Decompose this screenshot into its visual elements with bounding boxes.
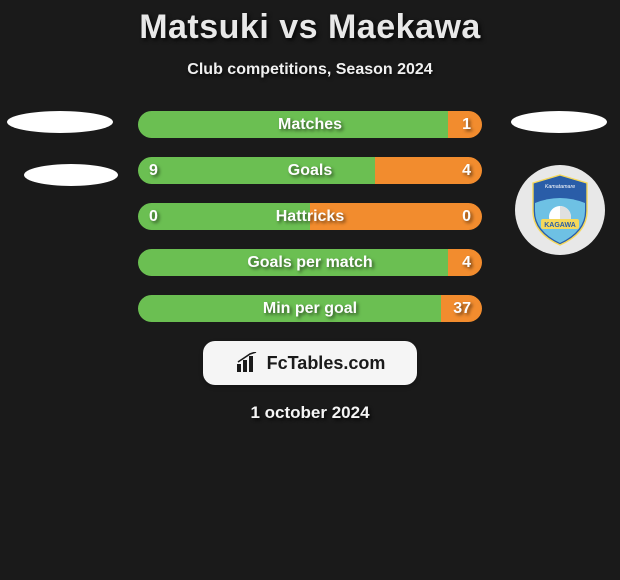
player-left-avatar-placeholder-1 bbox=[7, 111, 113, 133]
stats-area: KAGAWA Kamatamare Matches1 9Goals4 0Hattri… bbox=[0, 111, 620, 322]
svg-text:KAGAWA: KAGAWA bbox=[544, 222, 576, 229]
fctables-logo: FcTables.com bbox=[203, 341, 417, 385]
stat-rows: Matches1 9Goals4 0Hattricks0 Goals per matc… bbox=[138, 111, 482, 322]
bar-left bbox=[138, 249, 448, 276]
stat-row: 9Goals4 bbox=[138, 157, 482, 184]
bar-right bbox=[310, 203, 482, 230]
stat-row: 0Hattricks0 bbox=[138, 203, 482, 230]
bar-left bbox=[138, 157, 375, 184]
infographic-root: Matsuki vs Maekawa Club competitions, Se… bbox=[0, 0, 620, 423]
bar-left bbox=[138, 203, 310, 230]
stat-row: Goals per match4 bbox=[138, 249, 482, 276]
team-badge-right: KAGAWA Kamatamare bbox=[515, 165, 605, 255]
bar-right bbox=[375, 157, 482, 184]
shield-icon: KAGAWA Kamatamare bbox=[529, 173, 591, 247]
bar-left bbox=[138, 295, 441, 322]
bar-chart-icon bbox=[235, 352, 261, 374]
date-label: 1 october 2024 bbox=[0, 403, 620, 423]
stat-row: Matches1 bbox=[138, 111, 482, 138]
bar-right bbox=[448, 111, 482, 138]
bar-right bbox=[441, 295, 482, 322]
bar-right bbox=[448, 249, 482, 276]
player-left-avatar-placeholder-2 bbox=[24, 164, 118, 186]
page-title: Matsuki vs Maekawa bbox=[0, 8, 620, 47]
team-badge-inner: KAGAWA Kamatamare bbox=[521, 171, 599, 249]
svg-text:Kamatamare: Kamatamare bbox=[545, 184, 575, 190]
bar-left bbox=[138, 111, 448, 138]
stat-row: Min per goal37 bbox=[138, 295, 482, 322]
logo-text: FcTables.com bbox=[267, 353, 386, 374]
player-right-avatar-placeholder bbox=[511, 111, 607, 133]
page-subtitle: Club competitions, Season 2024 bbox=[0, 61, 620, 79]
